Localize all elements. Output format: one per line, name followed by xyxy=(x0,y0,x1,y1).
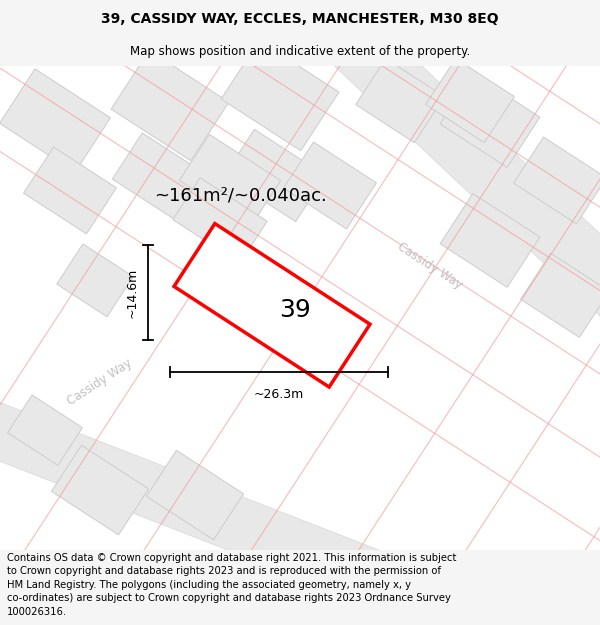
Text: Map shows position and indicative extent of the property.: Map shows position and indicative extent… xyxy=(130,44,470,58)
Polygon shape xyxy=(262,296,359,385)
Text: Cassidy Way: Cassidy Way xyxy=(65,356,135,408)
Polygon shape xyxy=(173,177,267,263)
Polygon shape xyxy=(23,147,116,234)
Polygon shape xyxy=(224,129,326,222)
Polygon shape xyxy=(52,445,149,535)
Polygon shape xyxy=(0,69,110,173)
Polygon shape xyxy=(179,134,281,227)
Polygon shape xyxy=(111,51,229,161)
Polygon shape xyxy=(146,450,244,540)
Polygon shape xyxy=(514,137,600,224)
Polygon shape xyxy=(0,66,600,550)
Polygon shape xyxy=(521,253,600,338)
Text: 39, CASSIDY WAY, ECCLES, MANCHESTER, M30 8EQ: 39, CASSIDY WAY, ECCLES, MANCHESTER, M30… xyxy=(101,12,499,26)
Polygon shape xyxy=(221,41,339,151)
Text: Cassidy Way: Cassidy Way xyxy=(395,239,465,291)
Polygon shape xyxy=(174,224,370,387)
Polygon shape xyxy=(112,133,218,228)
Polygon shape xyxy=(310,0,600,372)
Polygon shape xyxy=(425,59,514,142)
Text: ~26.3m: ~26.3m xyxy=(254,388,304,401)
Polygon shape xyxy=(356,59,445,142)
Polygon shape xyxy=(8,395,82,466)
Polygon shape xyxy=(440,194,540,288)
Polygon shape xyxy=(57,244,133,317)
Text: Contains OS data © Crown copyright and database right 2021. This information is : Contains OS data © Crown copyright and d… xyxy=(7,552,457,617)
Polygon shape xyxy=(440,74,540,168)
Text: ~14.6m: ~14.6m xyxy=(125,268,139,318)
Text: 39: 39 xyxy=(279,298,311,322)
Text: ~161m²/~0.040ac.: ~161m²/~0.040ac. xyxy=(154,186,326,204)
Polygon shape xyxy=(284,142,376,229)
Polygon shape xyxy=(0,394,390,606)
